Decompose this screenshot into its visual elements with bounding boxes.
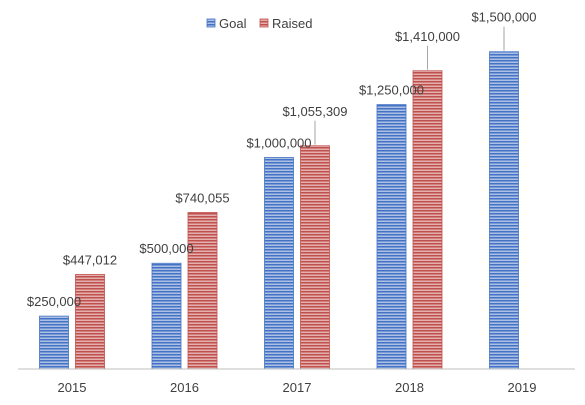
legend-swatch-goal	[206, 18, 216, 28]
bar-goal-2015	[39, 315, 69, 370]
bar-goal-2019	[489, 51, 519, 370]
bar-goal-2016	[151, 262, 182, 370]
data-label-goal-2018: $1,250,000	[359, 83, 424, 98]
x-tick-label-2017: 2017	[283, 380, 312, 395]
x-tick-labels: 2015 2016 2017 2018 2019	[58, 380, 537, 395]
data-label-raised-2016: $740,055	[175, 190, 229, 205]
bars	[39, 51, 519, 370]
data-label-goal-2017: $1,000,000	[246, 135, 311, 150]
legend-label-raised: Raised	[272, 16, 312, 31]
x-tick-label-2018: 2018	[395, 380, 424, 395]
data-label-raised-2015: $447,012	[63, 252, 117, 267]
data-label-raised-2018: $1,410,000	[395, 29, 460, 44]
legend-label-goal: Goal	[219, 16, 247, 31]
x-tick-label-2016: 2016	[170, 380, 199, 395]
x-tick-label-2019: 2019	[508, 380, 537, 395]
leader-lines	[314, 26, 505, 145]
bar-raised-2015	[75, 274, 105, 370]
legend-swatch-raised	[259, 18, 269, 28]
data-label-goal-2019: $1,500,000	[471, 10, 536, 25]
x-tick-label-2015: 2015	[58, 380, 87, 395]
data-labels: $250,000 $447,012 $500,000 $740,055 $1,000,0…	[27, 10, 537, 309]
data-label-goal-2016: $500,000	[139, 241, 193, 256]
data-label-goal-2015: $250,000	[27, 294, 81, 309]
data-label-raised-2017: $1,055,309	[282, 104, 347, 119]
bar-goal-2018	[376, 104, 407, 370]
bar-raised-2016	[187, 212, 218, 370]
legend: Goal Raised	[206, 16, 312, 31]
bar-raised-2018	[412, 70, 443, 370]
bar-raised-2017	[300, 145, 330, 370]
bar-goal-2017	[264, 157, 294, 370]
